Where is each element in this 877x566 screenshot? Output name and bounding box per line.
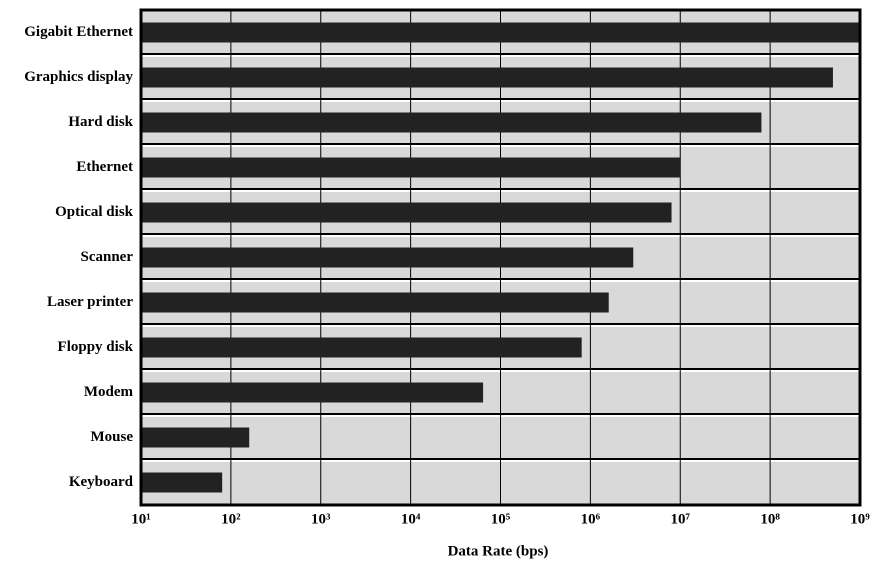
y-tick-label: Mouse: [91, 429, 134, 445]
y-tick-label: Modem: [84, 384, 134, 400]
x-tick-label: 10⁵: [491, 511, 511, 527]
x-tick-label: 10²: [221, 511, 241, 527]
y-tick-label: Graphics display: [24, 69, 133, 85]
x-tick-label: 10⁷: [671, 511, 691, 527]
bar: [141, 202, 672, 223]
y-tick-label: Ethernet: [76, 159, 133, 175]
bar: [141, 247, 634, 268]
y-tick-label: Hard disk: [68, 114, 133, 130]
y-tick-label: Scanner: [81, 249, 134, 265]
x-tick-label: 10⁴: [401, 511, 421, 527]
bar: [141, 157, 681, 178]
x-tick-label: 10³: [311, 511, 331, 527]
bar: [141, 427, 250, 448]
x-tick-label: 10⁸: [760, 511, 780, 527]
bar: [141, 337, 582, 358]
x-axis-label: Data Rate (bps): [448, 543, 549, 559]
y-tick-label: Optical disk: [55, 204, 134, 220]
bar: [141, 382, 484, 403]
y-tick-label: Floppy disk: [58, 339, 134, 355]
bar: [141, 22, 860, 43]
bar: [141, 292, 609, 313]
x-tick-label: 10¹: [131, 511, 151, 527]
bar: [141, 112, 762, 133]
y-tick-label: Keyboard: [69, 474, 134, 490]
x-tick-label: 10⁶: [581, 511, 601, 527]
plot-border: [139, 8, 862, 507]
y-tick-label: Gigabit Ethernet: [24, 24, 133, 40]
bar: [141, 472, 223, 493]
bar: [141, 67, 833, 88]
y-tick-label: Laser printer: [47, 294, 133, 310]
x-tick-label: 10⁹: [850, 511, 870, 527]
